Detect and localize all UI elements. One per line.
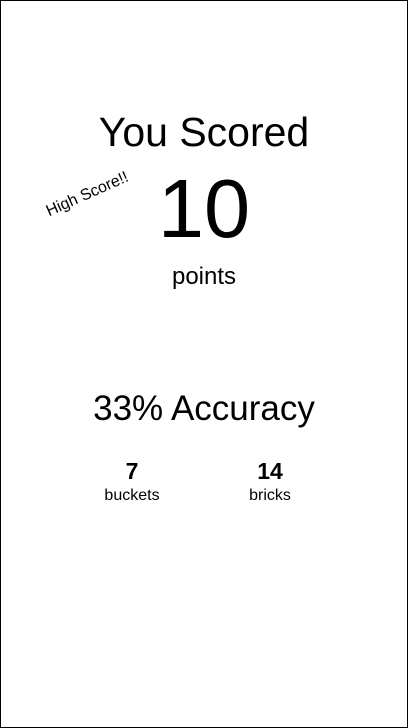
stat-bricks: 14 bricks — [220, 457, 320, 506]
accuracy-label: 33% Accuracy — [93, 389, 315, 428]
stat-buckets: 7 buckets — [82, 457, 182, 506]
bricks-count: 14 — [257, 458, 283, 484]
score-value: 10 — [157, 162, 251, 255]
bricks-label: bricks — [249, 487, 291, 504]
score-title: You Scored — [98, 109, 310, 155]
buckets-count: 7 — [125, 458, 139, 484]
buckets-label: buckets — [104, 487, 160, 504]
score-unit-label: points — [171, 263, 237, 290]
